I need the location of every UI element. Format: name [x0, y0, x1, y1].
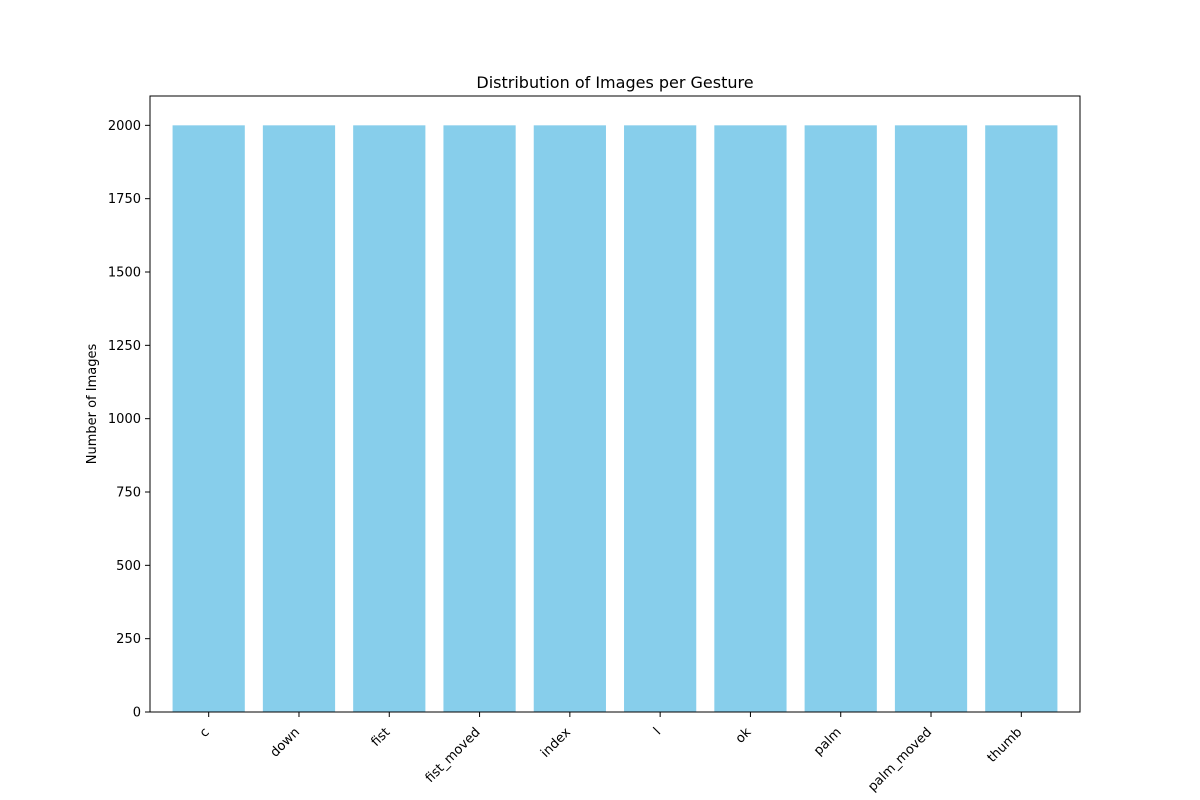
- y-tick-label-0: 0: [133, 706, 141, 721]
- y-tick-label-250: 250: [116, 632, 141, 647]
- bar-palm: [804, 125, 877, 713]
- y-axis: 0 250 500 750 1000 1250 1500 1750 2000: [108, 119, 150, 721]
- y-tick-label-500: 500: [116, 559, 141, 574]
- x-axis: c down fist fist_moved index l ok palm palm_move…: [197, 712, 1025, 795]
- bar-ok: [714, 125, 787, 713]
- plot-frame: [149, 95, 1081, 713]
- x-tick-label-c: c: [197, 725, 213, 741]
- x-tick-label-fist_moved: fist_moved: [423, 725, 484, 786]
- bar-palm_moved: [894, 125, 968, 713]
- bar-fist: [353, 125, 426, 713]
- bar-thumb: [985, 125, 1058, 713]
- x-tick-label-index: index: [538, 725, 574, 761]
- x-tick-label-down: down: [268, 725, 303, 760]
- x-tick-label-thumb: thumb: [985, 725, 1026, 766]
- bar-index: [533, 125, 606, 713]
- x-tick-label-l: l: [651, 725, 664, 738]
- x-tick-label-fist: fist: [368, 725, 393, 750]
- x-tick-label-palm: palm: [811, 725, 845, 759]
- x-tick-label-palm_moved: palm_moved: [865, 725, 935, 795]
- bar-down: [262, 125, 336, 713]
- y-tick-label-1000: 1000: [108, 412, 141, 427]
- y-axis-label: Number of Images: [85, 344, 100, 465]
- bars-group: [172, 125, 1058, 713]
- y-tick-label-1750: 1750: [108, 192, 141, 207]
- x-tick-label-ok: ok: [733, 725, 755, 747]
- y-tick-label-2000: 2000: [108, 119, 141, 134]
- y-tick-label-750: 750: [116, 486, 141, 501]
- bar-c: [172, 125, 245, 713]
- bar-l: [624, 125, 697, 713]
- y-tick-label-1500: 1500: [108, 266, 141, 281]
- y-tick-label-1250: 1250: [108, 339, 141, 354]
- bar-fist_moved: [443, 125, 516, 713]
- chart-title: Distribution of Images per Gesture: [476, 73, 753, 92]
